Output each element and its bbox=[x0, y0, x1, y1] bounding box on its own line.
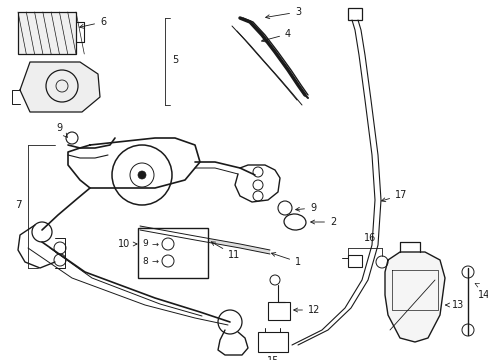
Text: 7: 7 bbox=[15, 200, 21, 210]
Text: 11: 11 bbox=[211, 242, 240, 260]
Text: 6: 6 bbox=[80, 17, 106, 28]
Text: →: → bbox=[152, 256, 159, 266]
Text: 16: 16 bbox=[363, 233, 375, 243]
Text: 5: 5 bbox=[172, 55, 178, 65]
Circle shape bbox=[138, 171, 146, 179]
Bar bbox=[347, 8, 361, 20]
Text: 13: 13 bbox=[445, 300, 463, 310]
Text: 9: 9 bbox=[56, 123, 67, 137]
Text: →: → bbox=[152, 239, 159, 248]
Text: 9: 9 bbox=[295, 203, 315, 213]
Bar bbox=[18, 12, 76, 54]
Text: 2: 2 bbox=[310, 217, 336, 227]
Polygon shape bbox=[20, 62, 100, 112]
Bar bbox=[138, 228, 207, 278]
Polygon shape bbox=[231, 26, 302, 105]
Bar bbox=[258, 332, 287, 352]
Text: 14: 14 bbox=[477, 290, 488, 300]
Text: 17: 17 bbox=[381, 190, 407, 202]
Polygon shape bbox=[384, 252, 444, 342]
Text: 9: 9 bbox=[142, 239, 147, 248]
Text: 4: 4 bbox=[261, 29, 290, 42]
Bar bbox=[347, 255, 361, 267]
Text: 12: 12 bbox=[293, 305, 320, 315]
Text: 1: 1 bbox=[271, 253, 301, 267]
Text: 8: 8 bbox=[142, 256, 147, 266]
Text: 15: 15 bbox=[266, 356, 279, 360]
Bar bbox=[267, 302, 289, 320]
Text: 3: 3 bbox=[265, 7, 301, 19]
Polygon shape bbox=[140, 226, 269, 254]
Text: 10: 10 bbox=[118, 239, 137, 249]
